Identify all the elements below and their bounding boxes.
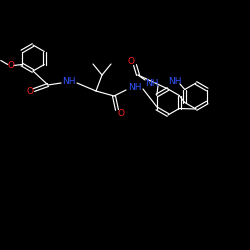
Text: NH: NH [168, 76, 182, 86]
Text: O: O [7, 61, 14, 70]
Text: O: O [118, 108, 124, 118]
Text: NH: NH [128, 82, 142, 92]
Text: NH: NH [145, 78, 159, 88]
Text: O: O [128, 58, 134, 66]
Text: O: O [26, 86, 34, 96]
Text: NH: NH [62, 78, 76, 86]
